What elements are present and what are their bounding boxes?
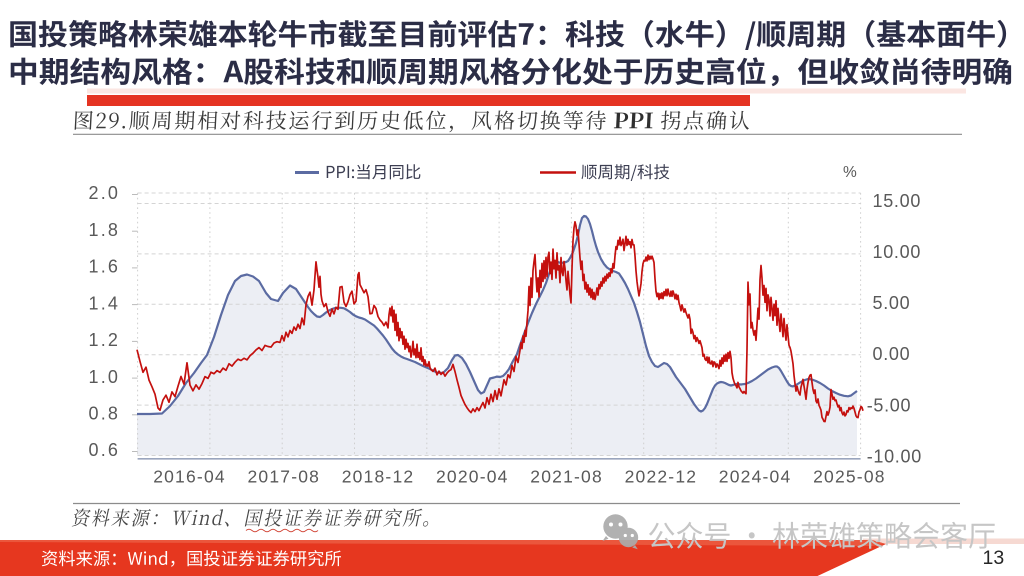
svg-text:2018-12: 2018-12 <box>342 467 415 487</box>
svg-text:2020-04: 2020-04 <box>436 467 509 487</box>
svg-text:2025-08: 2025-08 <box>813 467 886 487</box>
svg-text:2016-04: 2016-04 <box>153 467 226 487</box>
svg-text:1.0: 1.0 <box>89 367 121 387</box>
svg-text:2017-08: 2017-08 <box>247 467 320 487</box>
svg-text:1.4: 1.4 <box>89 293 121 313</box>
svg-text:-5.00: -5.00 <box>867 395 912 415</box>
svg-text:0.00: 0.00 <box>873 344 911 364</box>
svg-text:15.00: 15.00 <box>873 191 922 211</box>
svg-text:1.8: 1.8 <box>89 220 121 240</box>
svg-text:0.8: 0.8 <box>89 404 121 424</box>
svg-text:-10.00: -10.00 <box>867 446 922 466</box>
svg-text:%: % <box>843 164 857 181</box>
svg-text:1.6: 1.6 <box>89 257 121 277</box>
svg-text:2022-12: 2022-12 <box>625 467 698 487</box>
svg-text:13: 13 <box>983 547 1005 569</box>
svg-text:5.00: 5.00 <box>873 293 911 313</box>
svg-text:2024-04: 2024-04 <box>719 467 792 487</box>
svg-text:0.6: 0.6 <box>89 440 121 460</box>
svg-text:10.00: 10.00 <box>873 242 922 262</box>
svg-text:2021-08: 2021-08 <box>530 467 603 487</box>
svg-text:1.2: 1.2 <box>89 330 121 350</box>
svg-text:2.0: 2.0 <box>89 183 121 203</box>
